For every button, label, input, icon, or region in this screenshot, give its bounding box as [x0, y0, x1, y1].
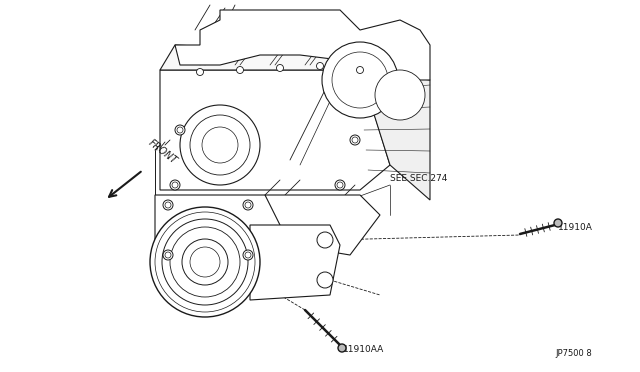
Circle shape [170, 180, 180, 190]
Circle shape [338, 344, 346, 352]
Circle shape [356, 67, 364, 74]
Circle shape [163, 250, 173, 260]
Circle shape [332, 52, 388, 108]
Circle shape [317, 62, 323, 70]
Polygon shape [360, 70, 430, 200]
Circle shape [150, 207, 260, 317]
Circle shape [335, 180, 345, 190]
Circle shape [196, 68, 204, 76]
Circle shape [182, 239, 228, 285]
Circle shape [276, 64, 284, 71]
Polygon shape [175, 10, 430, 80]
Polygon shape [160, 45, 390, 70]
Text: 11910AA: 11910AA [343, 345, 384, 354]
Polygon shape [155, 195, 290, 265]
Circle shape [317, 272, 333, 288]
Circle shape [180, 105, 260, 185]
Circle shape [375, 70, 425, 120]
Text: JP7500 8: JP7500 8 [555, 349, 592, 358]
Circle shape [554, 219, 562, 227]
Circle shape [162, 219, 248, 305]
Text: 11910A: 11910A [558, 224, 593, 232]
Circle shape [163, 200, 173, 210]
Text: SEE SEC.274: SEE SEC.274 [390, 174, 447, 183]
Circle shape [190, 115, 250, 175]
Polygon shape [265, 195, 380, 255]
Circle shape [243, 200, 253, 210]
Text: FRONT: FRONT [147, 138, 179, 166]
Circle shape [237, 67, 243, 74]
Circle shape [322, 42, 398, 118]
Circle shape [243, 250, 253, 260]
Circle shape [202, 127, 238, 163]
Circle shape [350, 135, 360, 145]
Polygon shape [250, 225, 340, 300]
Circle shape [175, 125, 185, 135]
Circle shape [317, 232, 333, 248]
Polygon shape [160, 70, 390, 190]
